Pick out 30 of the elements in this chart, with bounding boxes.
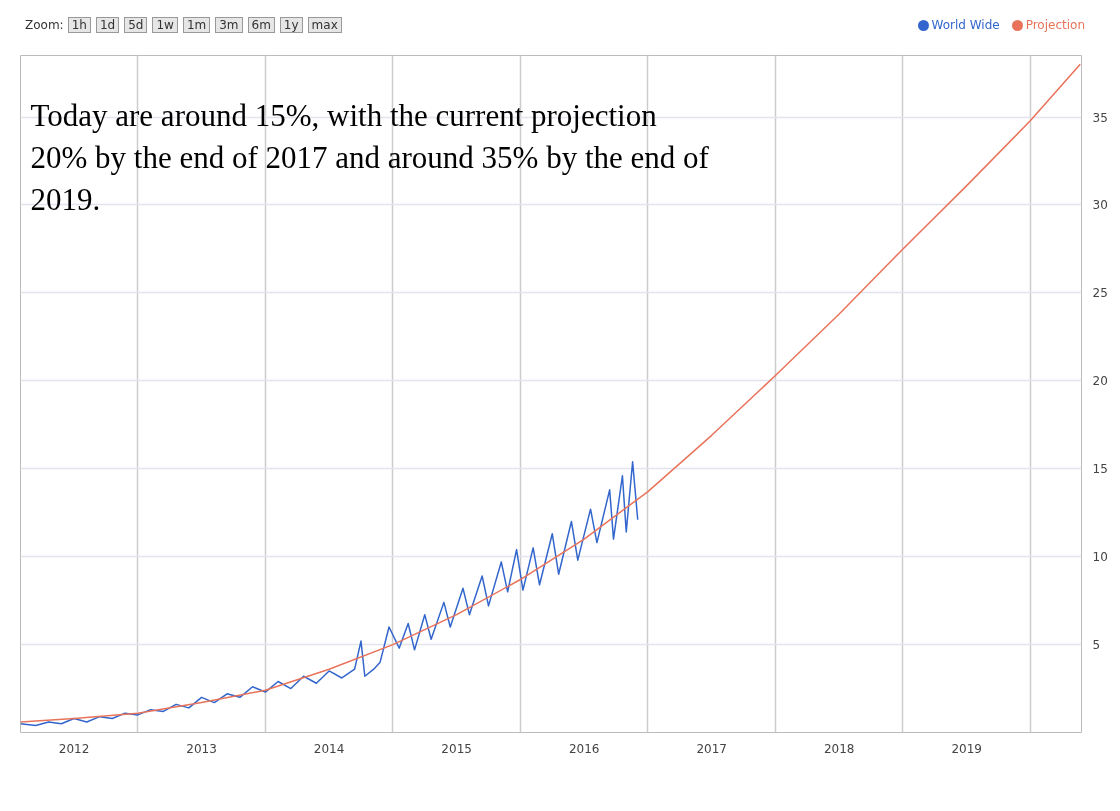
y-tick-label: 10 <box>1092 550 1108 565</box>
text: max <box>307 17 342 33</box>
x-tick-label: 2016 <box>568 741 600 756</box>
x-tick-label: 2018 <box>823 741 855 756</box>
text: 6m <box>247 17 275 33</box>
annotation: Today are around 15%, with the current projection 20% by the end of 2017 and around 35% by the end of 2019. <box>30 97 710 217</box>
x-tick-label: 2019 <box>951 741 983 756</box>
y-tick-label: 30 <box>1092 198 1108 213</box>
line-series <box>20 460 639 727</box>
y-tick-label: 25 <box>1092 286 1108 301</box>
text: 1d <box>95 17 120 33</box>
y-tick-label: 15 <box>1092 462 1108 477</box>
y-tick-label: 5 <box>1092 638 1101 653</box>
x-tick-label: 2013 <box>186 741 217 756</box>
x-tick-label: 2017 <box>696 741 727 756</box>
text: 3m <box>215 17 243 33</box>
x-tick-label: 2012 <box>58 741 90 756</box>
y-tick-label: 20 <box>1092 374 1108 389</box>
text: 1m <box>182 17 211 33</box>
text: 1w <box>152 17 178 33</box>
x-tick-label: 2015 <box>441 741 472 756</box>
text: 1h <box>67 17 91 33</box>
legend-label: Projection <box>1024 17 1085 34</box>
text: Zoom: <box>25 18 64 32</box>
y-tick-label: 35 <box>1092 110 1108 125</box>
line-series <box>20 63 1081 723</box>
legend-label: World Wide <box>930 17 1000 34</box>
text: 1y <box>279 17 303 33</box>
text: 5d <box>124 17 148 33</box>
x-tick-label: 2014 <box>313 741 345 756</box>
